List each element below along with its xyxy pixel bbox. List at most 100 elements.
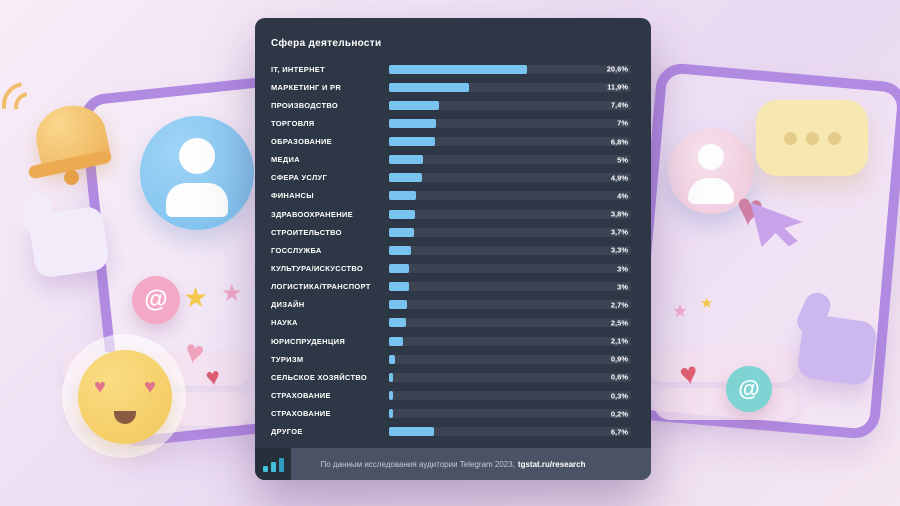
heart-eyes-emoji-icon: ♥ ♥ <box>78 350 172 444</box>
bar-track: 0,2% <box>389 409 631 419</box>
table-row: ТУРИЗМ 0,9% <box>271 351 631 367</box>
typing-dot <box>827 131 841 145</box>
at-sign-icon: @ <box>132 276 180 324</box>
bar-track: 4,9% <box>389 173 631 183</box>
bar-fill <box>389 354 396 364</box>
value-label: 0,2% <box>610 409 628 419</box>
category-label: СТРОИТЕЛЬСТВО <box>271 227 342 237</box>
value-label: 0,6% <box>610 372 628 382</box>
table-row: КУЛЬТУРА/ИСКУССТВО 3% <box>271 261 631 277</box>
category-label: ПРОИЗВОДСТВО <box>271 100 338 110</box>
table-row: ЗДРАВООХРАНЕНИЕ 3,8% <box>271 206 631 222</box>
at-glyph: @ <box>738 376 760 401</box>
at-glyph: @ <box>144 286 168 313</box>
bar-track: 3,3% <box>389 245 631 255</box>
chat-bubble-icon <box>756 100 868 176</box>
table-row: ЮРИСПРУДЕНЦИЯ 2,1% <box>271 333 631 349</box>
source-link: tgstat.ru/research <box>517 459 586 469</box>
bar-fill <box>389 209 415 219</box>
bar-track: 5% <box>389 155 631 165</box>
category-label: ДРУГОЕ <box>271 427 303 437</box>
category-label: ФИНАНСЫ <box>271 191 314 201</box>
bar-track: 2,1% <box>389 336 631 346</box>
bar-track: 3,8% <box>389 209 631 219</box>
heart-eye-icon: ♥ <box>94 376 106 398</box>
bar-fill <box>389 191 416 201</box>
category-label: ГОССЛУЖБА <box>271 245 322 255</box>
value-label: 2,5% <box>610 318 628 328</box>
bar-fill <box>389 155 423 165</box>
category-label: ТОРГОВЛЯ <box>271 118 315 128</box>
value-label: 3% <box>617 264 628 274</box>
table-row: ТОРГОВЛЯ 7% <box>271 115 631 131</box>
bar-track: 6,7% <box>389 427 631 437</box>
value-label: 3% <box>617 282 628 292</box>
avatar-torso <box>166 183 228 217</box>
value-label: 7,4% <box>610 100 628 110</box>
bar-fill <box>389 100 439 110</box>
table-row: ПРОИЗВОДСТВО 7,4% <box>271 97 631 113</box>
avatar-torso <box>688 178 734 204</box>
bar-track: 0,6% <box>389 372 631 382</box>
table-row: МЕДИА 5% <box>271 152 631 168</box>
star-icon: ★ <box>672 301 689 321</box>
bar-fill <box>389 245 412 255</box>
table-row: ГОССЛУЖБА 3,3% <box>271 242 631 258</box>
value-label: 3,7% <box>610 227 628 237</box>
table-row: СТРОИТЕЛЬСТВО 3,7% <box>271 224 631 240</box>
table-row: СЕЛЬСКОЕ ХОЗЯЙСТВО 0,6% <box>271 369 631 385</box>
table-row: ФИНАНСЫ 4% <box>271 188 631 204</box>
bar-fill <box>389 64 528 74</box>
chart-title: Сфера деятельности <box>271 38 382 49</box>
bar-track: 3,7% <box>389 227 631 237</box>
category-label: ТУРИЗМ <box>271 354 304 364</box>
heart-eye-icon: ♥ <box>144 376 156 398</box>
avatar-head <box>179 138 215 174</box>
bar-track: 0,3% <box>389 391 631 401</box>
bar-fill <box>389 137 435 147</box>
value-label: 5% <box>617 155 628 165</box>
bell-icon <box>64 170 79 185</box>
star-icon: ★ <box>700 295 714 312</box>
typing-dot <box>805 131 819 145</box>
value-label: 4% <box>617 191 628 201</box>
chart-panel: Сфера деятельности IT, ИНТЕРНЕТ 20,6% МАРК… <box>255 18 651 480</box>
bar-fill <box>389 318 406 328</box>
tgstat-logo-icon <box>255 448 291 480</box>
bar-fill <box>389 173 422 183</box>
bar-track: 20,6% <box>389 64 631 74</box>
table-row: ОБРАЗОВАНИЕ 6,8% <box>271 134 631 150</box>
value-label: 20,6% <box>606 64 628 74</box>
bar-track: 0,9% <box>389 354 631 364</box>
bar-track: 2,5% <box>389 318 631 328</box>
category-label: МАРКЕТИНГ И PR <box>271 82 342 92</box>
category-label: ОБРАЗОВАНИЕ <box>271 137 332 147</box>
table-row: ЛОГИСТИКА/ТРАНСПОРТ 3% <box>271 279 631 295</box>
typing-dot <box>783 131 797 145</box>
bar-fill <box>389 336 404 346</box>
table-row: СФЕРА УСЛУГ 4,9% <box>271 170 631 186</box>
avatar-head <box>698 144 724 170</box>
category-label: МЕДИА <box>271 155 300 165</box>
category-label: СФЕРА УСЛУГ <box>271 173 328 183</box>
bar-chart: IT, ИНТЕРНЕТ 20,6% МАРКЕТИНГ И PR 11,9% ПРОИ… <box>255 59 651 448</box>
bar-fill <box>389 391 393 401</box>
bar-fill <box>389 118 437 128</box>
category-label: СТРАХОВАНИЕ <box>271 391 331 401</box>
value-label: 2,1% <box>610 336 628 346</box>
bar-track: 6,8% <box>389 137 631 147</box>
table-row: МАРКЕТИНГ И PR 11,9% <box>271 79 631 95</box>
category-label: ЗДРАВООХРАНЕНИЕ <box>271 209 353 219</box>
table-row: СТРАХОВАНИЕ 0,2% <box>271 406 631 422</box>
category-label: ЛОГИСТИКА/ТРАНСПОРТ <box>271 282 371 292</box>
bar-fill <box>389 264 410 274</box>
value-label: 6,8% <box>610 137 628 147</box>
source-text: По данным исследования аудитории Telegra… <box>291 448 651 480</box>
value-label: 7% <box>617 118 628 128</box>
thumbs-up-icon <box>795 313 879 387</box>
value-label: 3,3% <box>610 245 628 255</box>
value-label: 4,9% <box>610 173 628 183</box>
bar-fill <box>389 427 435 437</box>
bar-fill <box>389 300 408 310</box>
table-row: НАУКА 2,5% <box>271 315 631 331</box>
